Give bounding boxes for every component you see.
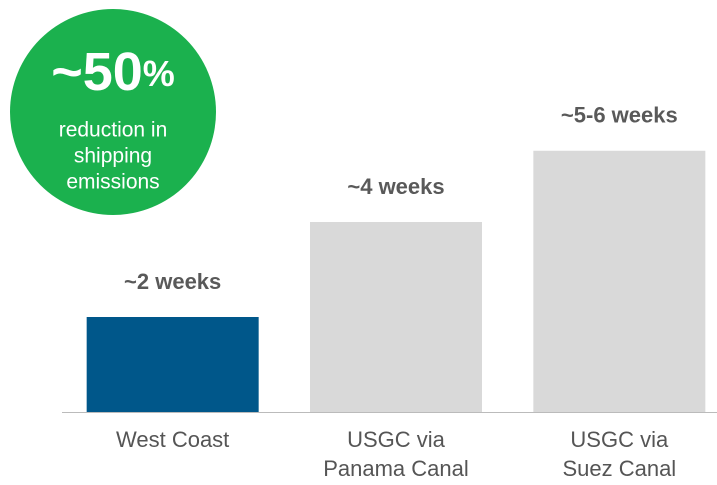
x-tick-label: Panama Canal	[323, 456, 469, 481]
value-label: ~2 weeks	[124, 269, 221, 294]
annotation-text: reduction in	[59, 119, 168, 142]
value-label: ~4 weeks	[347, 174, 444, 199]
annotation-number: ~50	[51, 42, 143, 102]
x-tick-label: West Coast	[116, 427, 229, 452]
x-tick-label: USGC via	[347, 427, 446, 452]
annotation-text: emissions	[66, 171, 159, 194]
value-label: ~5-6 weeks	[561, 103, 678, 128]
annotation-badge	[10, 9, 216, 215]
bar	[533, 150, 706, 412]
x-tick-label: USGC via	[570, 427, 669, 452]
annotation-figure: ~50%	[51, 42, 175, 102]
bar	[86, 317, 259, 412]
annotation-text: shipping	[74, 145, 152, 168]
x-tick-label: Suez Canal	[562, 456, 676, 481]
bar	[310, 222, 482, 412]
annotation-unit: %	[143, 53, 175, 94]
